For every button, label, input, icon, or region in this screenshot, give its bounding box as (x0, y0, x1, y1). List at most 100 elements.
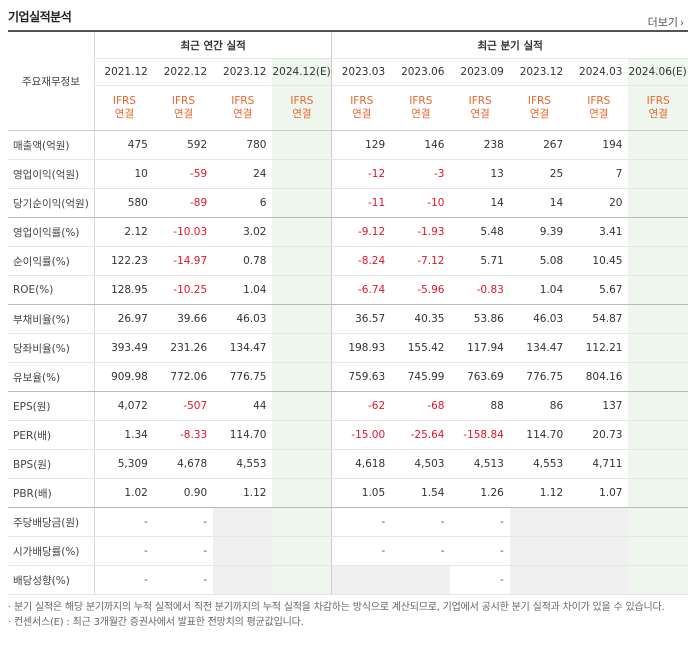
value-cell: 134.47 (509, 333, 570, 363)
value-cell: 1.02 (93, 478, 154, 508)
consolidated-label: 연결 (233, 108, 253, 120)
value-cell: 231.26 (153, 333, 214, 363)
value-cell: 129 (331, 130, 392, 160)
value-cell (272, 304, 332, 334)
value-cell: 13 (450, 159, 510, 189)
value-cell (213, 536, 273, 566)
value-cell: 128.95 (93, 275, 154, 305)
value-cell: -10 (391, 188, 451, 218)
row-label: ROE(%) (8, 275, 95, 305)
value-cell: 763.69 (450, 362, 510, 392)
value-cell (628, 159, 688, 189)
value-cell (272, 507, 332, 537)
value-cell: 26.97 (93, 304, 154, 334)
ifrs-label: IFRS (350, 95, 374, 107)
value-cell: 1.04 (213, 275, 273, 305)
value-cell (628, 246, 688, 276)
value-cell: 114.70 (213, 420, 273, 450)
row-label: 영업이익(억원) (8, 159, 95, 189)
value-cell: 20.73 (569, 420, 629, 450)
value-cell: 4,678 (153, 449, 214, 479)
value-cell: 112.21 (569, 333, 629, 363)
ifrs-cell: IFRS 연결 (331, 85, 392, 131)
value-cell (628, 130, 688, 160)
footnote-2: · 컨센서스(E) : 최근 3개월간 증권사에서 발표한 전망치의 평균값입니… (8, 617, 304, 628)
ifrs-label: IFRS (231, 95, 255, 107)
value-cell: - (153, 507, 214, 537)
more-link[interactable]: 더보기 › (648, 14, 684, 30)
value-cell: - (153, 565, 214, 595)
value-cell: -507 (153, 391, 214, 421)
value-cell: 2.12 (93, 217, 154, 247)
ifrs-label: IFRS (646, 95, 670, 107)
value-cell (272, 449, 332, 479)
value-cell (628, 188, 688, 218)
value-cell: 4,553 (509, 449, 570, 479)
value-cell (272, 536, 332, 566)
value-cell: 25 (509, 159, 570, 189)
value-cell: 3.02 (213, 217, 273, 247)
table-body: 매출액(억원) 475 592 780 129 146 238 267 194 영업이익(억원) 1… (8, 130, 688, 595)
value-cell: - (93, 565, 154, 595)
value-cell: 6 (213, 188, 273, 218)
period-header: 2023.09 (450, 58, 510, 86)
ifrs-cell: IFRS 연결 (213, 85, 273, 131)
value-cell (272, 362, 332, 392)
table-row: 당기순이익(억원) 580 -89 6 -11 -10 14 14 20 (8, 188, 688, 218)
value-cell: 40.35 (391, 304, 451, 334)
value-cell: -68 (391, 391, 451, 421)
value-cell: -8.24 (331, 246, 392, 276)
consolidated-label: 연결 (114, 108, 135, 120)
period-row: 2021.12 2022.12 2023.12 2024.12(E) 2023.03 20… (8, 58, 688, 86)
value-cell: -11 (331, 188, 392, 218)
value-cell: 137 (569, 391, 629, 421)
value-cell: 475 (93, 130, 154, 160)
row-label: 순이익률(%) (8, 246, 95, 276)
value-cell (272, 391, 332, 421)
value-cell: 194 (569, 130, 629, 160)
row-label: 부채비율(%) (8, 304, 95, 334)
value-cell: -0.83 (450, 275, 510, 305)
period-header: 2023.12 (509, 58, 570, 86)
value-cell (628, 449, 688, 479)
value-cell: 804.16 (569, 362, 629, 392)
value-cell: -8.33 (153, 420, 214, 450)
value-cell: -62 (331, 391, 392, 421)
value-cell: 4,711 (569, 449, 629, 479)
table-row: 영업이익률(%) 2.12 -10.03 3.02 -9.12 -1.93 5.48 9.39… (8, 217, 688, 247)
value-cell (272, 275, 332, 305)
row-label: 매출액(억원) (8, 130, 95, 160)
value-cell: 267 (509, 130, 570, 160)
row-label: 시가배당률(%) (8, 536, 95, 566)
more-label: 더보기 (647, 16, 678, 29)
row-label: PER(배) (8, 420, 95, 450)
value-cell: 776.75 (509, 362, 570, 392)
value-cell: -6.74 (331, 275, 392, 305)
row-label: 당기순이익(억원) (8, 188, 95, 218)
ifrs-label: IFRS (527, 95, 552, 107)
value-cell (272, 130, 332, 160)
table-row: PER(배) 1.34 -8.33 114.70 -15.00 -25.64 -158.84… (8, 420, 688, 450)
ifrs-cell: IFRS 연결 (153, 85, 214, 131)
value-cell: - (391, 536, 451, 566)
value-cell: 4,513 (450, 449, 510, 479)
value-cell: 54.87 (569, 304, 629, 334)
value-cell: 745.99 (391, 362, 451, 392)
value-cell (272, 246, 332, 276)
consolidated-label: 연결 (470, 108, 490, 120)
table-row: 시가배당률(%) - - - - - (8, 536, 688, 566)
value-cell (391, 565, 451, 595)
value-cell (509, 565, 570, 595)
value-cell: 1.54 (391, 478, 451, 508)
ifrs-row: IFRS 연결 IFRS 연결 IFRS 연결 IFRS 연결 IFRS 연결 IFRS 연결 IFRS… (8, 85, 688, 131)
value-cell (509, 507, 570, 537)
value-cell: 114.70 (509, 420, 570, 450)
value-cell (569, 536, 629, 566)
period-header: 2024.12(E) (272, 58, 332, 86)
value-cell (628, 217, 688, 247)
value-cell: 134.47 (213, 333, 273, 363)
value-cell: 7 (569, 159, 629, 189)
period-header: 2022.12 (153, 58, 214, 86)
value-cell: -10.25 (153, 275, 214, 305)
period-header: 2023.12 (213, 58, 273, 86)
